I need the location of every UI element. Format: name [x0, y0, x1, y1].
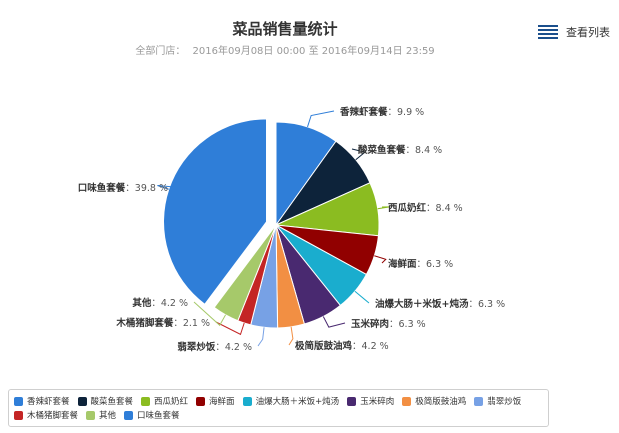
chart-title: 菜品销售量统计	[232, 20, 338, 38]
slice-label: 口味鱼套餐：39.8 %	[78, 182, 168, 194]
legend-item[interactable]: 油爆大肠＋米饭+炖汤	[242, 394, 340, 408]
legend-label: 木桶猪脚套餐	[27, 411, 79, 421]
legend-label: 酸菜鱼套餐	[90, 397, 134, 407]
legend-item[interactable]: 西瓜奶红	[141, 394, 188, 408]
legend-swatch	[196, 396, 206, 406]
slice-connector	[374, 255, 387, 264]
legend-swatch	[474, 396, 484, 406]
date-range: 2016年09月08日 00:00 至 2016年09月14日 23:59	[192, 46, 435, 57]
slice-connector	[288, 326, 294, 346]
slice-label: 木桶猪脚套餐：2.1 %	[115, 317, 210, 329]
chart-subtitle: 全部门店： 2016年09月08日 00:00 至 2016年09月14日 23…	[0, 42, 570, 57]
slice-connector	[307, 110, 335, 128]
slice-label: 极简版鼓油鸡：4.2 %	[295, 340, 389, 352]
slice-label: 香辣虾套餐：9.9 %	[339, 106, 424, 118]
legend-label: 极简版鼓油鸡	[415, 397, 467, 407]
chart-legend: 香辣虾套餐 酸菜鱼套餐 西瓜奶红 海鲜面 油爆大肠＋米饭+炖汤 玉米碎肉 极简版鼓油鸡 翡翠炒…	[8, 389, 549, 427]
legend-swatch	[124, 410, 134, 420]
legend-item[interactable]: 翡翠炒饭	[474, 394, 521, 408]
legend-item[interactable]: 口味鱼套餐	[124, 408, 180, 422]
pie-slice[interactable]	[213, 224, 277, 322]
slice-label: 酸菜鱼套餐：8.4 %	[358, 144, 442, 156]
slice-connector	[351, 148, 367, 161]
pie-slice[interactable]	[163, 118, 268, 305]
legend-item[interactable]: 极简版鼓油鸡	[402, 394, 466, 408]
slice-label: 玉米碎肉：6.3 %	[351, 318, 426, 330]
legend-label: 油爆大肠＋米饭+炖汤	[255, 397, 340, 407]
legend-swatch	[141, 396, 151, 406]
legend-item[interactable]: 其他	[86, 408, 116, 422]
legend-label: 海鲜面	[209, 397, 235, 407]
legend-swatch	[14, 396, 23, 406]
legend-swatch	[77, 396, 87, 406]
legend-label: 口味鱼套餐	[137, 411, 180, 421]
legend-item[interactable]: 玉米碎肉	[347, 394, 394, 408]
legend-label: 翡翠炒饭	[487, 397, 522, 407]
slice-label: 翡翠炒饭：4.2 %	[177, 341, 252, 353]
legend-label: 其他	[99, 411, 117, 421]
view-list-label: 查看列表	[566, 26, 610, 39]
store-label: 全部门店：	[135, 46, 186, 57]
legend-item[interactable]: 酸菜鱼套餐	[77, 394, 134, 408]
legend-item[interactable]: 木桶猪脚套餐	[14, 408, 78, 422]
legend-label: 西瓜奶红	[154, 397, 189, 407]
legend-swatch	[402, 396, 412, 406]
slice-label: 其他：4.2 %	[132, 297, 188, 309]
legend-swatch	[242, 396, 252, 406]
legend-label: 香辣虾套餐	[27, 397, 70, 407]
legend-item[interactable]: 海鲜面	[196, 394, 235, 408]
legend-item[interactable]: 香辣虾套餐	[14, 394, 70, 408]
legend-label: 玉米碎肉	[360, 397, 395, 407]
slice-connector	[354, 290, 370, 304]
slice-label: 西瓜奶红：8.4 %	[388, 202, 463, 214]
legend-swatch	[347, 396, 357, 406]
slice-connector	[157, 184, 175, 190]
list-icon	[538, 25, 558, 39]
slice-connector	[193, 301, 227, 327]
view-list-button[interactable]: 查看列表	[538, 24, 610, 40]
slice-connector	[257, 327, 265, 347]
slice-label: 油爆大肠＋米饭+炖汤：6.3 %	[375, 298, 505, 310]
legend-swatch	[14, 410, 23, 420]
slice-connector	[215, 321, 245, 336]
slice-connector	[322, 316, 346, 328]
slice-label: 海鲜面：6.3 %	[388, 258, 453, 270]
legend-swatch	[86, 410, 96, 420]
slice-connector	[377, 206, 390, 210]
